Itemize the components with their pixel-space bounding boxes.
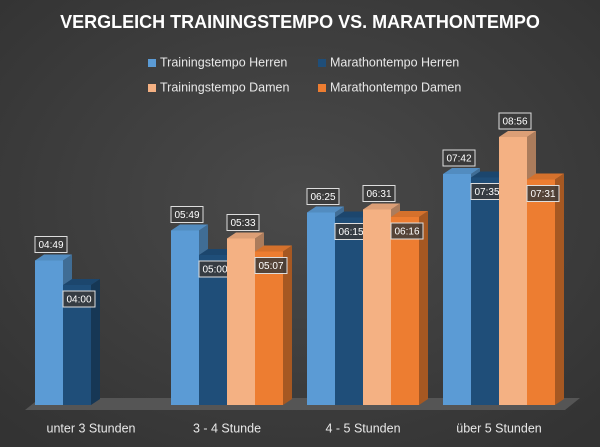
bar bbox=[227, 238, 255, 405]
data-label: 04:49 bbox=[38, 240, 63, 251]
x-tick-label: 3 - 4 Stunde bbox=[193, 421, 261, 435]
data-label: 07:35 bbox=[474, 187, 499, 198]
data-label-box bbox=[362, 184, 396, 202]
bar-top bbox=[443, 167, 480, 174]
bar-top bbox=[527, 173, 564, 180]
bar-top bbox=[499, 131, 536, 137]
data-label-box bbox=[62, 290, 96, 308]
data-label-box bbox=[34, 235, 68, 253]
bar-side bbox=[283, 245, 292, 405]
bar-top bbox=[35, 254, 72, 261]
legend-swatch bbox=[148, 84, 156, 92]
data-label-box bbox=[254, 256, 288, 274]
bar bbox=[307, 212, 335, 405]
bar bbox=[443, 173, 471, 405]
legend-swatch bbox=[318, 84, 326, 92]
bar bbox=[499, 137, 527, 405]
bar-top bbox=[335, 211, 372, 218]
bar-top bbox=[471, 171, 508, 178]
bar bbox=[35, 260, 63, 405]
bar bbox=[471, 177, 499, 405]
bar-top bbox=[391, 210, 428, 217]
legend-swatch bbox=[148, 59, 156, 67]
bar-top bbox=[63, 278, 100, 285]
data-label: 06:16 bbox=[394, 227, 419, 238]
chart-title: VERGLEICH TRAININGSTEMPO VS. MARATHONTEM… bbox=[60, 12, 540, 32]
x-tick-label: 4 - 5 Stunden bbox=[325, 421, 400, 435]
legend-label: Trainingstempo Herren bbox=[160, 55, 287, 69]
bar-side bbox=[419, 210, 428, 405]
bar-side bbox=[555, 173, 564, 405]
bar-top bbox=[363, 203, 400, 210]
data-label-box bbox=[390, 222, 424, 240]
bar bbox=[171, 230, 199, 405]
data-label: 04:00 bbox=[66, 295, 91, 306]
bar bbox=[335, 217, 363, 405]
bar bbox=[363, 209, 391, 405]
bar-top bbox=[307, 206, 344, 213]
data-label-box bbox=[526, 184, 560, 202]
data-label: 07:42 bbox=[446, 154, 471, 165]
bar bbox=[199, 254, 227, 405]
legend-swatch bbox=[318, 59, 326, 67]
floor bbox=[25, 398, 580, 410]
data-label: 05:33 bbox=[230, 218, 255, 229]
bar-top bbox=[171, 224, 208, 231]
data-label: 07:31 bbox=[530, 189, 555, 200]
data-label-box bbox=[442, 149, 476, 167]
bar-side bbox=[91, 278, 100, 405]
x-tick-label: unter 3 Stunden bbox=[47, 421, 136, 435]
data-label: 06:31 bbox=[366, 189, 391, 200]
bar-top bbox=[255, 245, 292, 252]
data-label-box bbox=[498, 112, 532, 130]
data-label-box bbox=[306, 187, 340, 205]
data-label: 05:07 bbox=[258, 261, 283, 272]
x-tick-label: über 5 Stunden bbox=[456, 421, 542, 435]
bar bbox=[255, 251, 283, 405]
bar-top bbox=[227, 232, 264, 239]
data-label-box bbox=[226, 213, 260, 231]
data-label: 06:15 bbox=[338, 227, 363, 238]
legend-label: Marathontempo Herren bbox=[330, 55, 459, 69]
data-label: 08:56 bbox=[502, 117, 527, 128]
data-label: 05:49 bbox=[174, 210, 199, 221]
data-label: 05:00 bbox=[202, 265, 227, 276]
legend-label: Marathontempo Damen bbox=[330, 80, 461, 94]
data-label-box bbox=[170, 205, 204, 223]
bar bbox=[391, 216, 419, 405]
legend-label: Trainingstempo Damen bbox=[160, 80, 290, 94]
data-label: 06:25 bbox=[310, 192, 335, 203]
bar-top bbox=[199, 248, 236, 255]
bar bbox=[527, 179, 555, 405]
